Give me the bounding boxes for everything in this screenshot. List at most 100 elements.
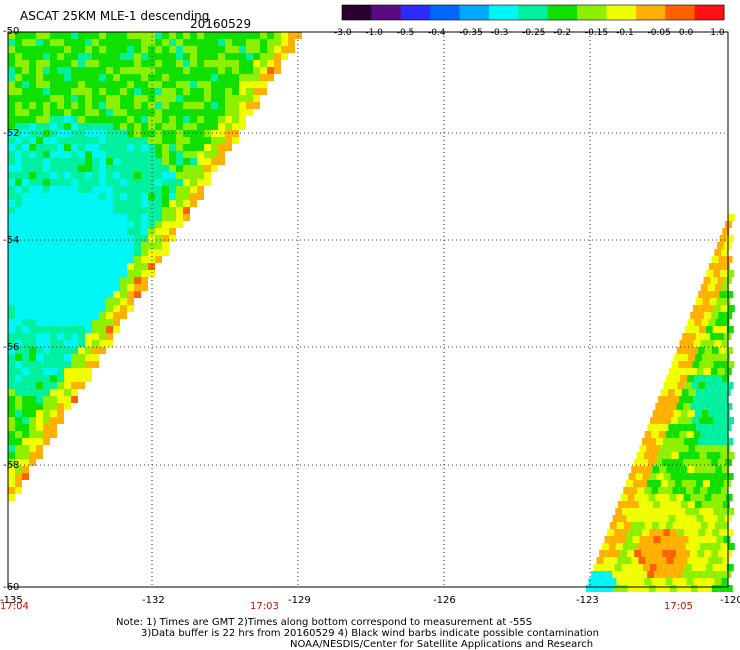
swath-cell (141, 130, 148, 137)
swath-cell (43, 312, 50, 319)
swath-cell (43, 403, 50, 410)
swath-cell (709, 445, 717, 452)
swath-cell (225, 102, 232, 109)
swath-cell (253, 39, 260, 46)
swath-cell (700, 340, 708, 347)
swath-cell (162, 186, 169, 193)
swath-cell (225, 130, 232, 137)
swath-cell (15, 284, 22, 291)
swath-cell (71, 375, 78, 382)
swath-cell (704, 312, 712, 319)
swath-cell (127, 109, 134, 116)
swath-cell (29, 151, 36, 158)
swath-cell (704, 403, 712, 410)
swath-cell (50, 151, 57, 158)
swath-cell (162, 95, 169, 102)
swath-cell (64, 116, 71, 123)
swath-cell (141, 32, 148, 39)
swath-cell (36, 361, 43, 368)
swath-cell (64, 32, 71, 39)
swath-cell (8, 60, 15, 67)
swath-cell (659, 410, 667, 417)
swath-cell (677, 473, 685, 480)
swath-cell (710, 424, 718, 431)
swath-cell (36, 410, 43, 417)
swath-cell (647, 515, 655, 522)
swath-cell (169, 193, 176, 200)
swath-cell (50, 305, 57, 312)
swath-cell (36, 305, 43, 312)
swath-cell (663, 473, 671, 480)
swath-cell (680, 410, 688, 417)
swath-cell (666, 410, 674, 417)
swath-cell (22, 39, 29, 46)
swath-cell (141, 74, 148, 81)
swath-cell (64, 74, 71, 81)
swath-cell (85, 67, 92, 74)
swath-cell (648, 585, 656, 592)
swath-cell (64, 284, 71, 291)
swath-cell (225, 74, 232, 81)
swath-cell (50, 361, 57, 368)
swath-cell (29, 347, 36, 354)
swath-cell (99, 53, 106, 60)
swath-cell (673, 375, 681, 382)
swath-cell (686, 396, 694, 403)
swath-cell (717, 424, 725, 431)
swath-cell (148, 74, 155, 81)
swath-cell (22, 158, 29, 165)
swath-cell (204, 179, 211, 186)
swath-cell (717, 368, 725, 375)
colorbar-tick-label: -3.0 (334, 28, 352, 38)
swath-cell (22, 438, 29, 445)
swath-cell (253, 81, 260, 88)
swath-cell (78, 186, 85, 193)
swath-cell (162, 123, 169, 130)
swath-cell (15, 389, 22, 396)
swath-cell (218, 32, 225, 39)
swath-cell (99, 39, 106, 46)
swath-cell (113, 319, 120, 326)
swath-cell (141, 158, 148, 165)
swath-cell (57, 354, 64, 361)
swath-cell (50, 270, 57, 277)
swath-cell (675, 368, 683, 375)
swath-cell (92, 284, 99, 291)
swath-cell (683, 403, 691, 410)
swath-cell (15, 312, 22, 319)
swath-cell (708, 557, 716, 564)
swath-cell (113, 81, 120, 88)
swath-cell (22, 214, 29, 221)
swath-cell (85, 340, 92, 347)
swath-cell (36, 151, 43, 158)
swath-cell (22, 389, 29, 396)
swath-cell (232, 74, 239, 81)
swath-cell (641, 494, 649, 501)
swath-cell (8, 235, 15, 242)
swath-cell (683, 438, 691, 445)
swath-cell (78, 347, 85, 354)
swath-cell (211, 95, 218, 102)
swath-cell (127, 102, 134, 109)
swath-cell (36, 228, 43, 235)
swath-cell (29, 109, 36, 116)
swath-cell (120, 312, 127, 319)
swath-cell (668, 424, 676, 431)
swath-cell (649, 473, 657, 480)
swath-cell (155, 53, 162, 60)
swath-cell (706, 270, 714, 277)
swath-cell (176, 102, 183, 109)
swath-cell (169, 214, 176, 221)
swath-cell (29, 277, 36, 284)
swath-cell (155, 116, 162, 123)
swath-cell (64, 109, 71, 116)
swath-cell (15, 95, 22, 102)
swath-cell (714, 522, 722, 529)
swath-cell (727, 543, 735, 550)
swath-cell (29, 116, 36, 123)
swath-cell (197, 193, 204, 200)
swath-cell (134, 249, 141, 256)
swath-cell (78, 32, 85, 39)
swath-cell (120, 305, 127, 312)
swath-cell (29, 431, 36, 438)
